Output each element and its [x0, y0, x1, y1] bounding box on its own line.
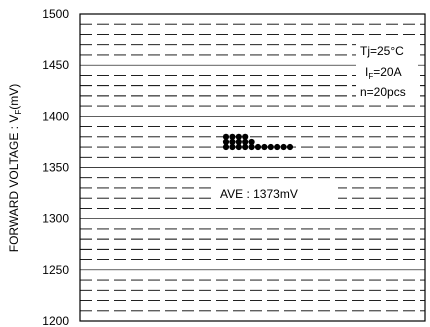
data-point — [222, 143, 230, 151]
condition-n: n=20pcs — [360, 85, 406, 99]
y-tick-label: 1200 — [42, 314, 69, 327]
data-point — [235, 138, 242, 146]
average-label-group: AVE : 1373mV — [214, 185, 338, 203]
data-points — [222, 133, 294, 151]
data-point — [242, 143, 249, 151]
condition-tj: Tj=25°C — [360, 44, 404, 58]
average-label: AVE : 1373mV — [220, 187, 298, 201]
y-tick-label: 1300 — [42, 212, 69, 226]
data-point — [222, 133, 230, 140]
data-point — [242, 133, 249, 140]
data-point — [235, 133, 242, 140]
average-label-bg — [214, 185, 338, 203]
data-point — [286, 143, 294, 151]
data-point — [248, 143, 255, 151]
y-tick-label: 1400 — [42, 109, 69, 123]
y-axis-label-unit: (mV) — [7, 84, 21, 110]
y-tick-label: 1450 — [42, 58, 69, 72]
condition-if: IF=20A — [365, 65, 402, 81]
data-point — [235, 143, 242, 151]
grid — [80, 23, 425, 312]
data-point — [242, 138, 249, 146]
data-point — [229, 143, 236, 151]
condition-if-sub: F — [368, 72, 373, 81]
y-axis-label-sub: F — [14, 110, 23, 115]
y-tick-label: 1500 — [42, 7, 69, 21]
y-axis-label-main: FORWARD VOLTAGE : V — [7, 115, 21, 253]
data-point — [229, 138, 236, 146]
data-point — [267, 143, 274, 151]
data-point — [248, 138, 255, 146]
condition-if-rest: =20A — [373, 65, 401, 79]
condition-if-prefix: I — [365, 65, 368, 79]
data-point — [222, 138, 230, 146]
y-tick-label: 1350 — [42, 161, 69, 175]
data-point — [280, 143, 287, 151]
data-point — [261, 143, 268, 151]
data-point — [254, 143, 262, 151]
conditions-box-bg — [356, 41, 418, 98]
y-tick-label: 1250 — [42, 263, 69, 277]
conditions-box: Tj=25°C IF=20A n=20pcs — [356, 41, 418, 99]
data-point — [229, 133, 236, 140]
y-axis-ticks: 1200 1250 1300 1350 1400 1450 1500 — [42, 7, 69, 327]
plot-frame — [79, 13, 426, 322]
data-point — [274, 143, 281, 151]
y-axis-label: FORWARD VOLTAGE : VF(mV) — [7, 84, 23, 252]
